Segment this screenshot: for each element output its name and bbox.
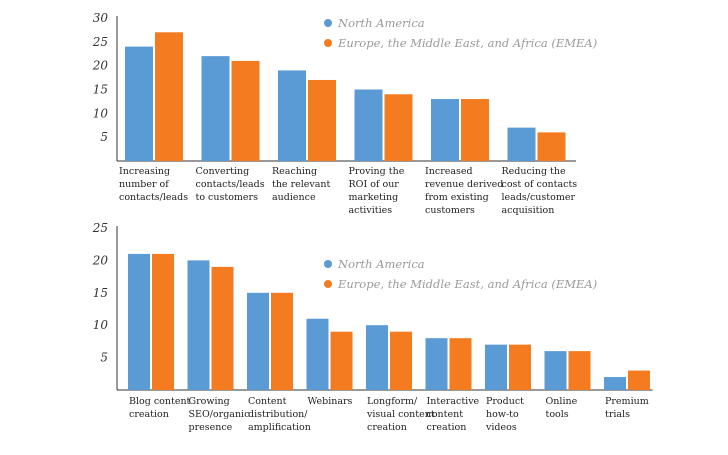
bar-emea (390, 331, 412, 390)
y-tick-label: 10 (93, 318, 109, 332)
y-tick-label: 5 (100, 351, 108, 365)
legend-marker-emea (324, 39, 332, 47)
y-tick-label: 20 (92, 253, 109, 267)
x-category-label: Reaching the relevant audience (272, 166, 331, 203)
bar-north-america (247, 292, 269, 390)
bar-emea (449, 338, 472, 390)
bar-north-america (278, 70, 306, 161)
bar-emea (155, 32, 183, 161)
bar-north-america (485, 344, 507, 390)
y-tick-label: 10 (93, 106, 109, 120)
bar-north-america (128, 253, 150, 390)
legend-label-north-america: North America (337, 16, 425, 30)
legend-marker-north-america (324, 260, 332, 268)
bar-emea (211, 266, 234, 390)
bar-emea (384, 94, 413, 161)
x-category-label: Growing SEO/organic presence (189, 396, 250, 433)
x-category-label: Proving the ROI of our marketing activities (349, 166, 405, 216)
x-category-label: Content distribution/amplification (248, 396, 311, 433)
bar-emea (509, 344, 531, 390)
legend-label-emea: Europe, the Middle East, and Africa (EME… (337, 36, 597, 50)
bar-north-america (306, 318, 329, 390)
bar-emea (628, 370, 650, 390)
bar-north-america (425, 338, 448, 390)
x-category-label: Online tools (546, 396, 578, 420)
y-tick-label: 30 (93, 11, 109, 25)
bar-emea (152, 253, 174, 390)
y-tick-label: 20 (92, 59, 109, 73)
bar-north-america (125, 46, 153, 161)
bar-north-america (431, 99, 459, 161)
legend: North America Europe, the Middle East, an… (324, 16, 597, 50)
bar-emea (330, 331, 353, 390)
bar-emea (568, 351, 591, 390)
bar-north-america (187, 260, 210, 390)
x-category-label: Webinars (308, 396, 353, 407)
y-tick-label: 15 (93, 286, 108, 300)
x-category-label: Blog content creation (129, 396, 191, 420)
x-category-label: Reducing the cost of contacts leads/custom… (502, 166, 578, 216)
x-category-label: Longform/visual content creation (366, 396, 435, 433)
bar-north-america (201, 56, 230, 162)
legend-marker-north-america (324, 19, 332, 27)
y-tick-label: 15 (93, 83, 108, 97)
bar-north-america (507, 127, 536, 161)
bar-emea (271, 292, 293, 390)
y-tick-label: 5 (100, 130, 108, 144)
bar-emea (231, 60, 260, 161)
bar-north-america (604, 377, 626, 390)
bar-north-america (366, 325, 388, 390)
x-category-label: Premium trials (605, 396, 649, 420)
bar-emea (308, 79, 336, 161)
y-tick-label: 25 (92, 35, 108, 49)
bar-emea (537, 132, 566, 161)
bar-north-america (354, 89, 383, 161)
x-category-label: Converting contacts/leads to customers (196, 166, 265, 203)
x-category-label: Increasing number of contacts/leads (119, 166, 188, 203)
x-category-label: Interactive content creation (427, 396, 480, 433)
bar-emea (461, 99, 489, 161)
chart-1: 5 10 15 20 25 30 Increasing number of contacts/l… (92, 11, 597, 216)
bar-north-america (544, 351, 567, 390)
legend: North America Europe, the Middle East, an… (324, 257, 597, 291)
legend-label-north-america: North America (337, 257, 425, 271)
legend-marker-emea (324, 280, 332, 288)
x-category-label: Increased revenue derived from existing cus… (425, 166, 503, 216)
x-category-label: Product how-to videos (485, 396, 524, 433)
y-tick-label: 25 (92, 221, 108, 235)
legend-label-emea: Europe, the Middle East, and Africa (EME… (337, 277, 597, 291)
